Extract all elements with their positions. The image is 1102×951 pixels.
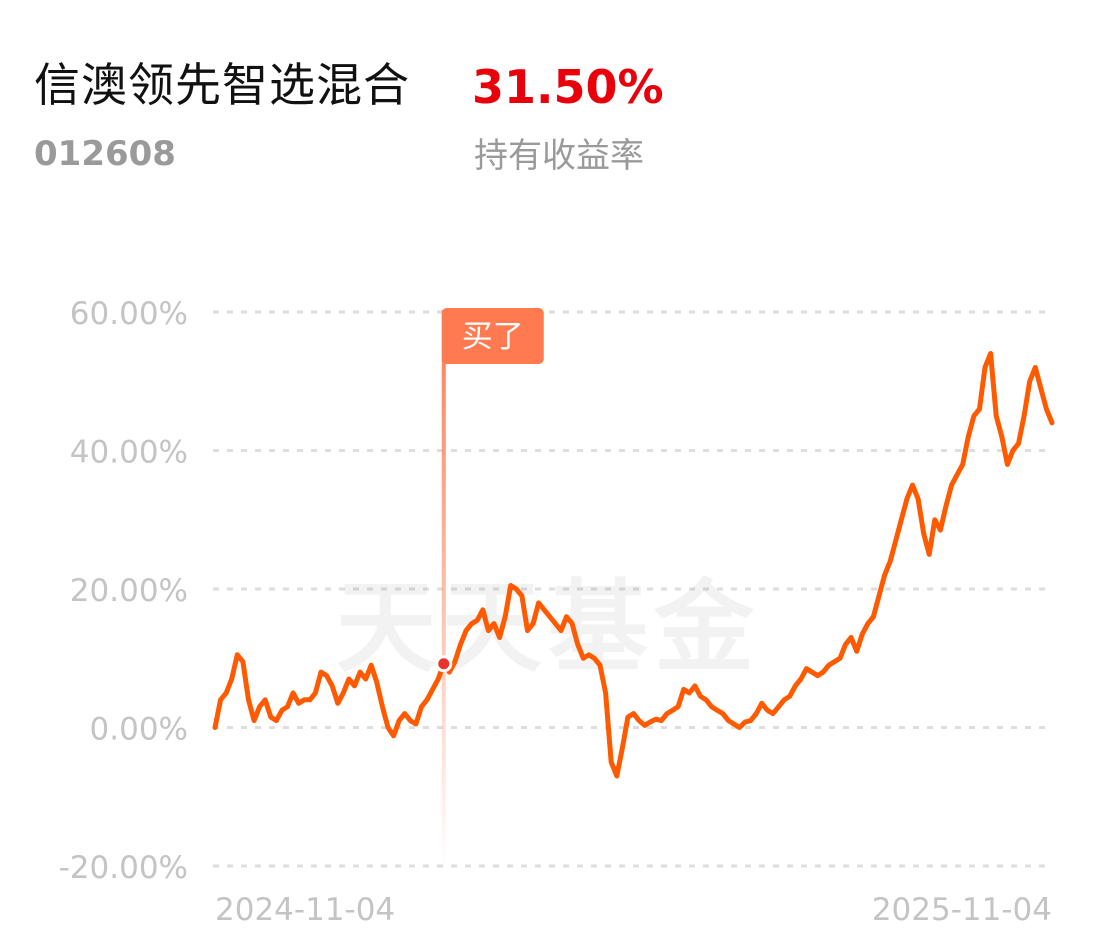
buy-marker-line <box>441 310 446 866</box>
buy-marker-label: 买了 <box>462 319 524 355</box>
fund-code: 012608 <box>34 134 176 174</box>
holding-return-label: 持有收益率 <box>474 136 644 176</box>
x-tick-label: 2024-11-04 <box>215 892 395 928</box>
y-tick-label: 60.00% <box>70 296 188 332</box>
buy-marker-dot <box>435 655 453 673</box>
watermark: 天天基金 <box>336 568 760 686</box>
fund-name: 信澳领先智选混合 <box>34 58 410 112</box>
return-chart[interactable]: 60.00% 40.00% 20.00% 0.00% -20.00% 天天基金 买了 2… <box>0 230 1102 951</box>
holding-return-value: 31.50% <box>472 60 664 114</box>
y-axis-ticks: 60.00% 40.00% 20.00% 0.00% -20.00% <box>59 296 188 886</box>
y-tick-label: 40.00% <box>70 435 188 471</box>
buy-marker[interactable]: 买了 <box>441 308 544 866</box>
buy-marker-flag[interactable] <box>441 308 544 364</box>
y-tick-label: 20.00% <box>70 573 188 609</box>
x-tick-label: 2025-11-04 <box>872 892 1052 928</box>
return-chart-svg[interactable]: 60.00% 40.00% 20.00% 0.00% -20.00% 天天基金 买了 2… <box>0 230 1102 951</box>
y-tick-label: -20.00% <box>59 850 188 886</box>
y-tick-label: 0.00% <box>90 712 188 748</box>
return-series-line <box>212 351 1055 779</box>
x-axis-ticks: 2024-11-04 2025-11-04 <box>215 892 1052 928</box>
